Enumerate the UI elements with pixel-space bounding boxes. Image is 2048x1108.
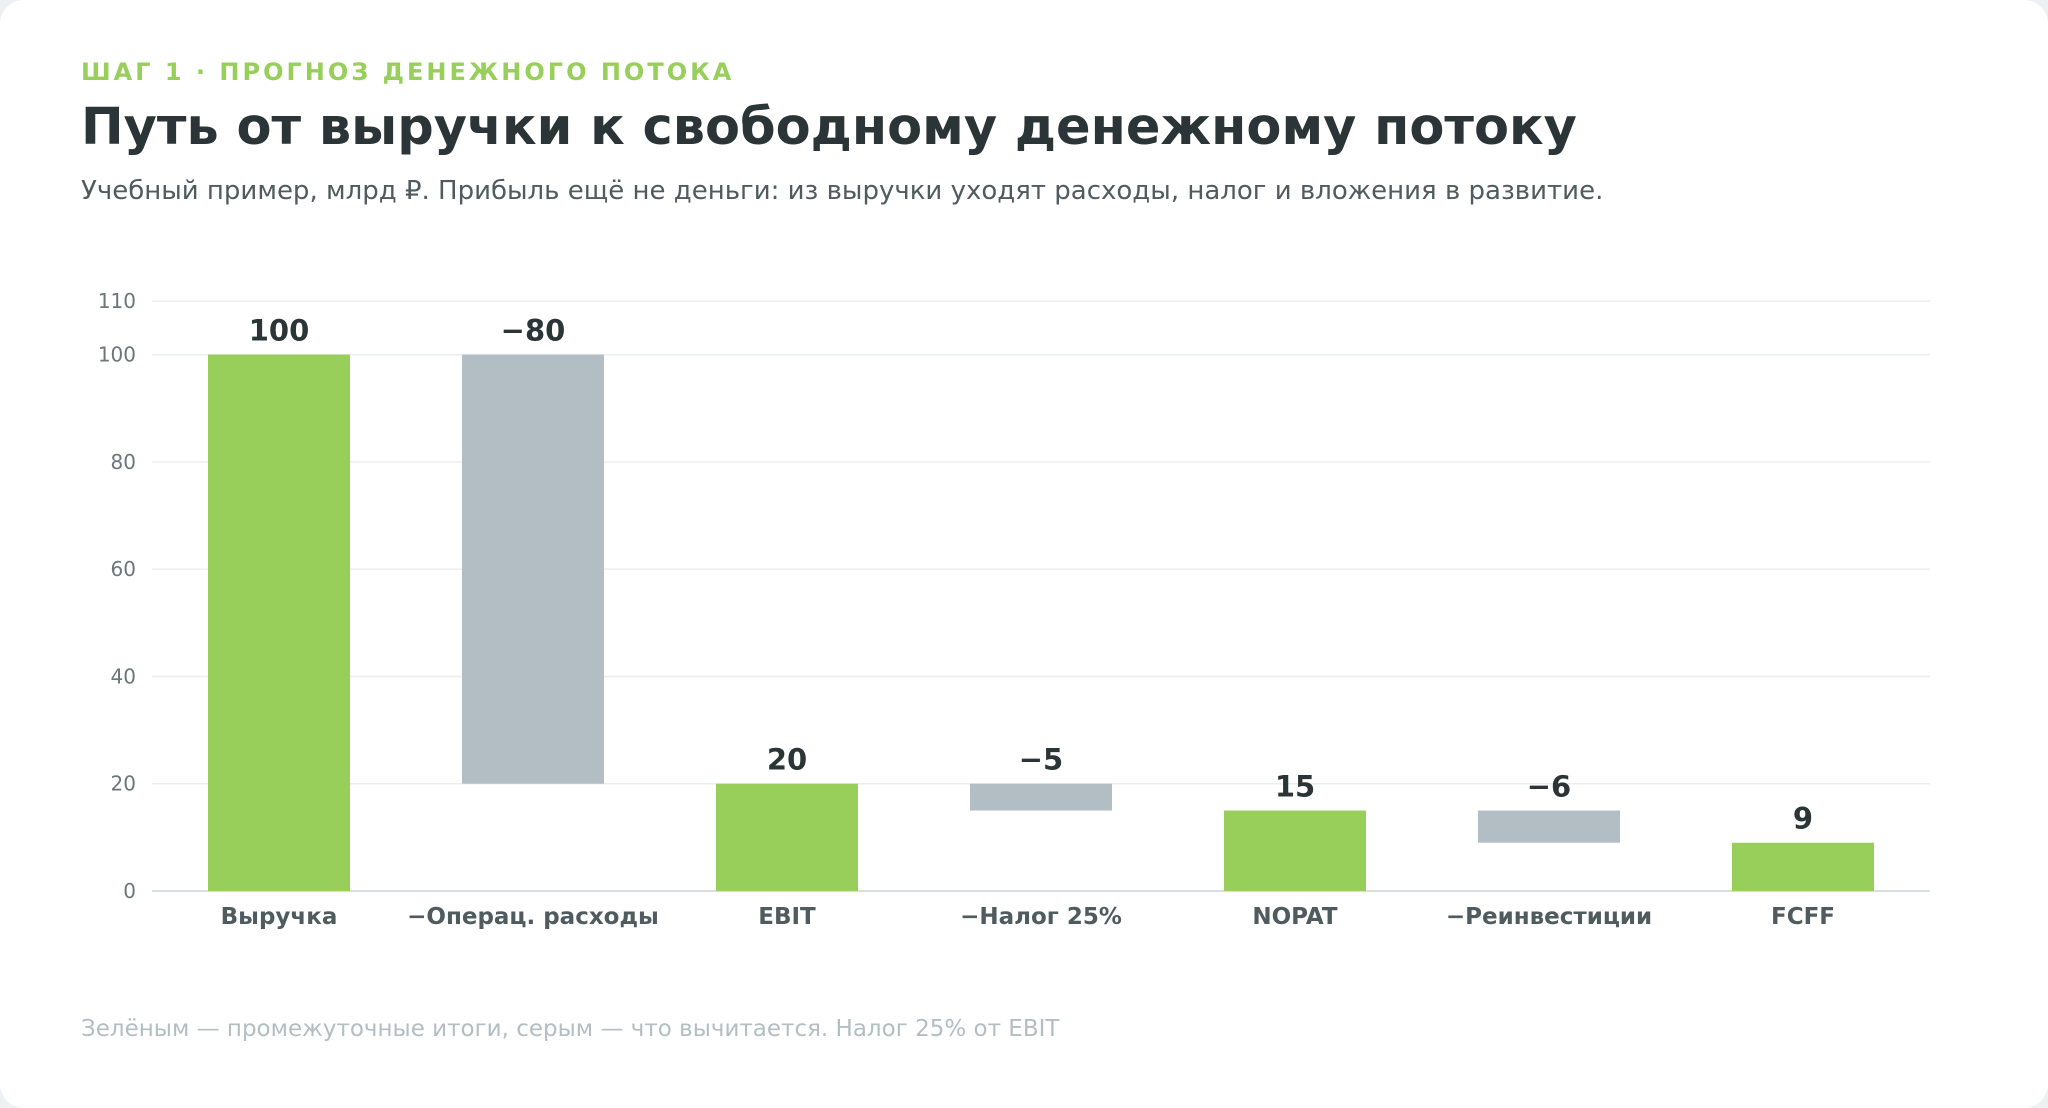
- x-category-label: Выручка: [221, 904, 338, 930]
- y-tick-label: 80: [111, 450, 136, 474]
- y-tick-label: 40: [111, 664, 136, 688]
- x-category-label: −Операц. расходы: [407, 904, 659, 930]
- x-category-label: −Реинвестиции: [1446, 904, 1652, 930]
- y-tick-label: 20: [111, 772, 136, 796]
- deduction-bar: [970, 783, 1112, 811]
- bar-value-label: −5: [1019, 743, 1063, 777]
- total-bar: [208, 354, 350, 891]
- bar-value-label: 20: [767, 743, 807, 777]
- total-bar: [716, 783, 858, 891]
- total-bar: [1224, 810, 1366, 891]
- x-category-label: −Налог 25%: [960, 904, 1122, 930]
- bars: [208, 354, 1874, 891]
- bar-value-label: 9: [1793, 802, 1813, 836]
- axis-labels: 0 20 40 60 80 100 110 Выручка −Операц. расходы EB…: [98, 289, 1835, 930]
- total-bar: [1732, 842, 1874, 891]
- x-category-label: FCFF: [1771, 904, 1835, 930]
- deduction-bar: [462, 354, 604, 784]
- waterfall-chart: 100 −80 20 −5 15 −6 9 0 20 40 60 80 100 110 Выручка −О…: [98, 289, 1930, 930]
- grid-lines: [152, 300, 1930, 892]
- bar-value-label: −80: [501, 314, 566, 348]
- step-eyebrow: ШАГ 1 · ПРОГНОЗ ДЕНЕЖНОГО ПОТОКА: [81, 58, 735, 86]
- y-tick-label: 110: [98, 289, 136, 313]
- bar-value-label: −6: [1527, 770, 1571, 804]
- chart-footnote: Зелёным — промежуточные итоги, серым — ч…: [81, 1016, 1060, 1042]
- y-tick-label: 0: [123, 879, 136, 903]
- y-tick-label: 60: [111, 557, 136, 581]
- value-labels: 100 −80 20 −5 15 −6 9: [249, 314, 1813, 836]
- page-title: Путь от выручки к свободному денежному п…: [81, 98, 1577, 157]
- x-category-label: EBIT: [758, 904, 816, 930]
- bar-value-label: 100: [249, 314, 310, 348]
- bar-value-label: 15: [1275, 770, 1315, 804]
- page-subtitle: Учебный пример, млрд ₽. Прибыль ещё не д…: [81, 176, 1604, 206]
- x-category-label: NOPAT: [1252, 904, 1338, 930]
- deduction-bar: [1478, 810, 1620, 843]
- y-tick-label: 100: [98, 343, 136, 367]
